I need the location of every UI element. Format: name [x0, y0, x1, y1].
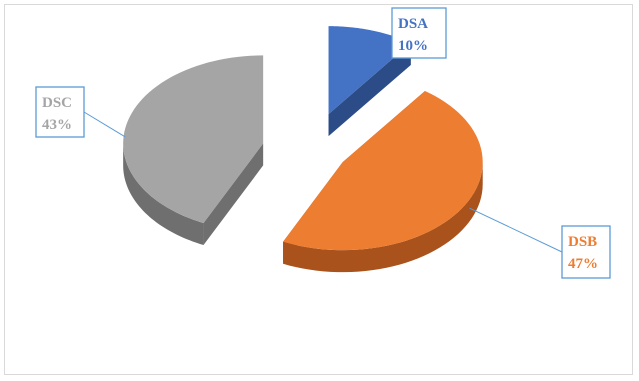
slice-wall-dsc-0 — [203, 143, 264, 246]
callout-dsc: DSC 43% — [35, 86, 126, 138]
callout-dsb: DSB 47% — [469, 207, 611, 279]
callout-leader-dsb — [469, 207, 563, 253]
slice-top-dsb — [283, 90, 483, 251]
callout-box-dsa — [391, 7, 447, 59]
slice-percent-dsb: 47% — [568, 256, 598, 272]
callout-leader-dsc — [83, 111, 126, 138]
slice-label-dsa: DSA — [398, 16, 428, 32]
slice-side-dsc-0 — [123, 143, 204, 246]
slice-percent-dsa: 10% — [398, 38, 428, 54]
slice-dsa — [328, 26, 411, 137]
slice-wall-dsa-1 — [328, 42, 411, 137]
slice-percent-dsc: 43% — [42, 117, 72, 133]
slice-side-dsb-0 — [283, 162, 483, 273]
data-callouts: DSA 10% DSB 47% DSC 43% — [35, 7, 611, 279]
callout-dsa: DSA 10% — [391, 7, 447, 59]
chart-area — [4, 4, 633, 375]
slice-dsb — [283, 90, 483, 273]
slice-label-dsb: DSB — [568, 234, 597, 250]
slice-label-dsc: DSC — [42, 95, 72, 111]
callout-box-dsc — [35, 86, 85, 138]
callout-box-dsb — [561, 225, 611, 279]
pie-slices — [123, 26, 483, 273]
slice-top-dsa — [328, 26, 411, 115]
slice-dsc — [123, 55, 264, 246]
slice-top-dsc — [123, 55, 264, 224]
